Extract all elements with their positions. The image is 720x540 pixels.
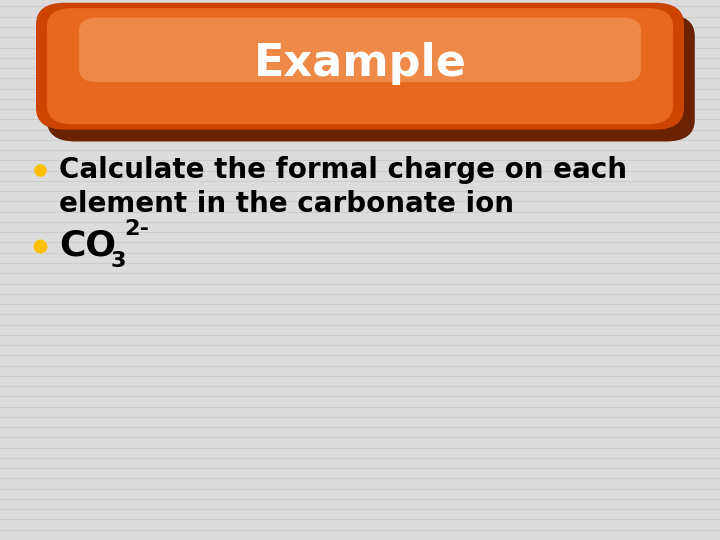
Text: element in the carbonate ion: element in the carbonate ion xyxy=(59,190,514,218)
FancyBboxPatch shape xyxy=(79,17,641,82)
Text: 2-: 2- xyxy=(124,219,149,240)
Text: Example: Example xyxy=(253,42,467,85)
Text: 3: 3 xyxy=(111,251,127,271)
Text: Calculate the formal charge on each: Calculate the formal charge on each xyxy=(59,156,627,184)
Text: CO: CO xyxy=(59,229,116,262)
FancyBboxPatch shape xyxy=(47,15,695,141)
FancyBboxPatch shape xyxy=(36,3,684,130)
FancyBboxPatch shape xyxy=(47,8,673,124)
